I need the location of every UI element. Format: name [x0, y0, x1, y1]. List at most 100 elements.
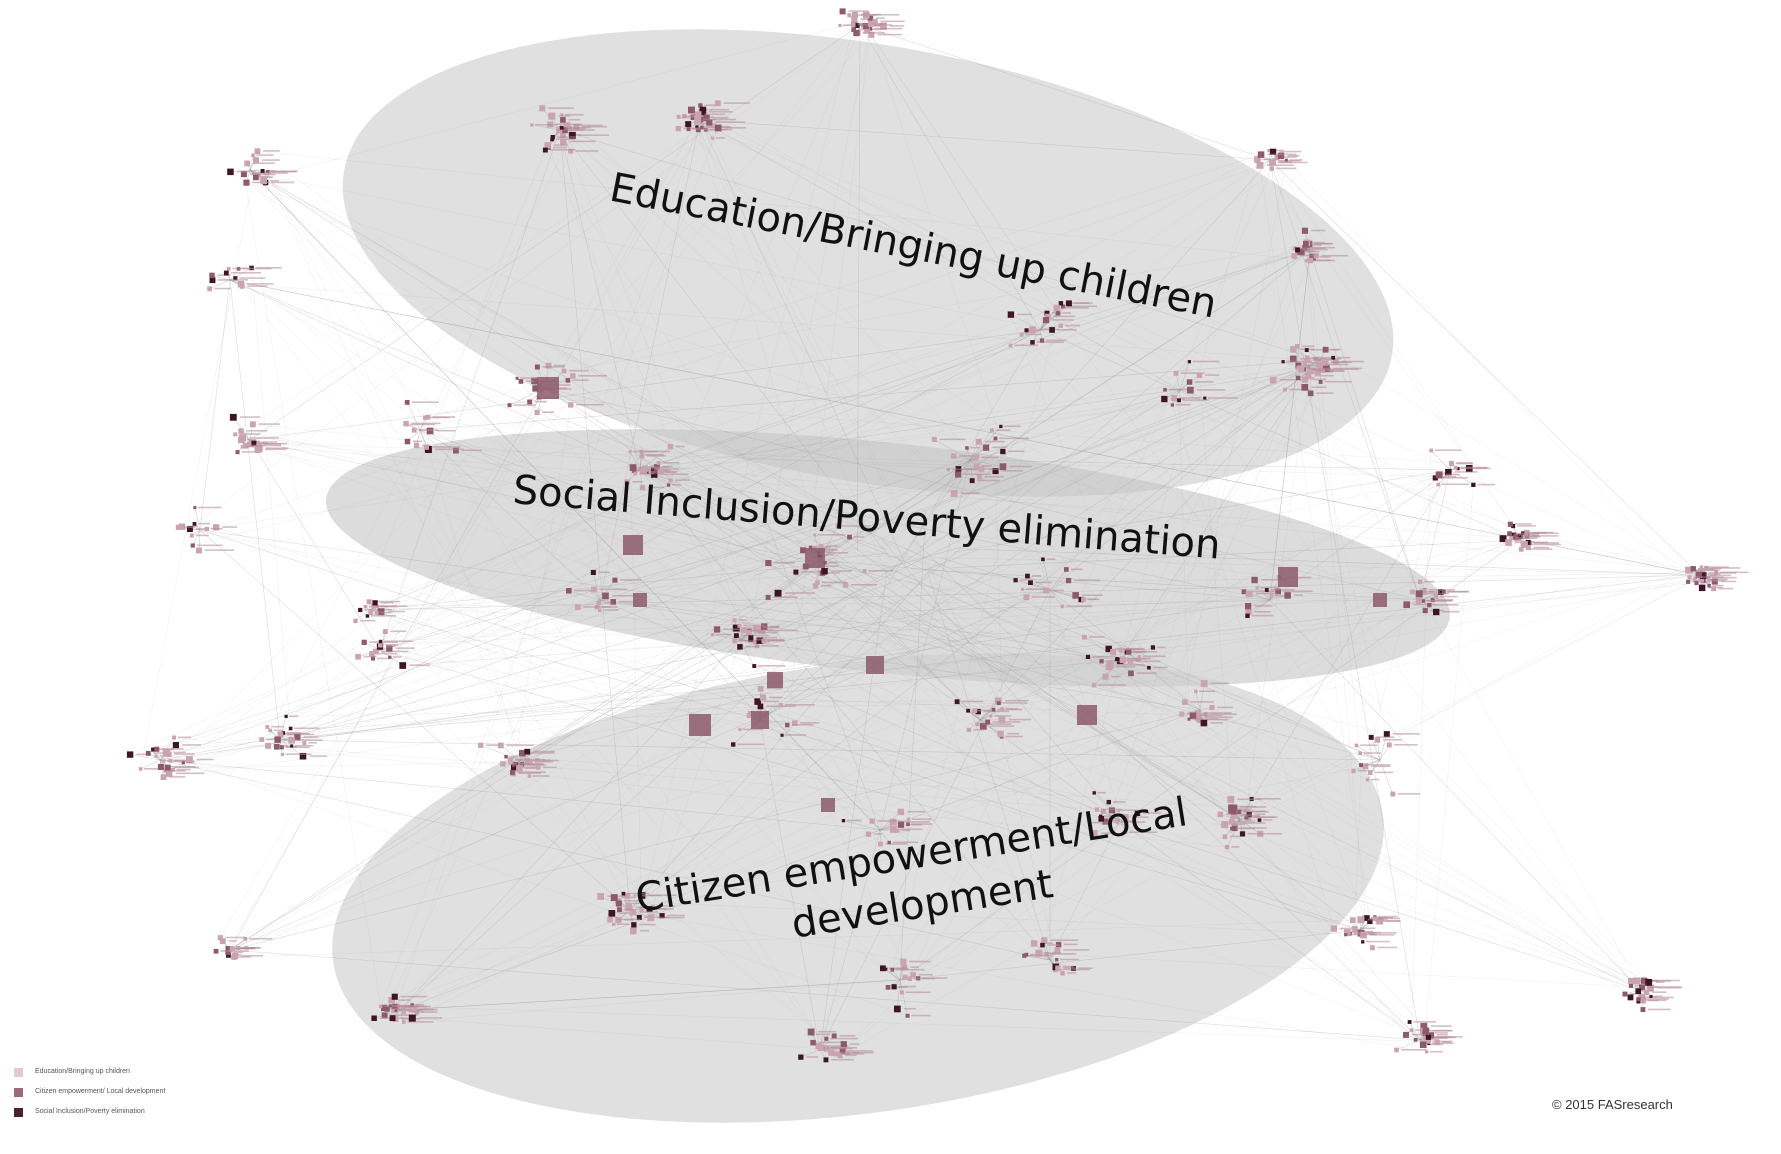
node-label-mark	[1430, 1025, 1452, 1027]
network-edge	[893, 575, 1703, 988]
network-edge	[1093, 659, 1121, 686]
network-node	[1028, 580, 1033, 585]
network-node	[388, 655, 392, 659]
node-label-mark	[1333, 367, 1363, 370]
network-node	[568, 402, 574, 408]
node-label-mark	[1307, 367, 1332, 370]
node-label-mark	[509, 755, 519, 758]
network-edge	[1377, 739, 1381, 761]
network-node	[259, 737, 264, 742]
network-edge	[633, 349, 1307, 932]
network-edge	[593, 572, 601, 601]
node-label-mark	[644, 454, 664, 456]
network-edge	[639, 568, 1694, 918]
node-label-mark	[1237, 820, 1255, 823]
network-edge	[914, 540, 1421, 1041]
network-edge	[897, 830, 1427, 1039]
network-edge	[279, 728, 291, 741]
node-label-mark	[1340, 927, 1354, 930]
network-edge	[909, 157, 1278, 979]
network-node	[1383, 731, 1390, 738]
node-label-mark	[1089, 636, 1105, 638]
network-edge	[402, 640, 735, 666]
network-node	[1361, 940, 1365, 944]
network-edge	[235, 278, 1427, 1032]
network-node	[1297, 365, 1305, 373]
network-node	[250, 421, 256, 428]
node-label-mark	[1700, 582, 1710, 584]
node-label-mark	[632, 481, 643, 483]
network-node	[1134, 810, 1141, 816]
network-node	[891, 984, 897, 990]
network-edge	[372, 470, 655, 659]
network-node	[386, 645, 393, 652]
node-label-mark	[173, 751, 186, 754]
network-node	[1351, 768, 1356, 774]
node-label-mark	[874, 27, 903, 30]
node-label-mark	[656, 905, 675, 907]
network-node	[1419, 1041, 1427, 1048]
network-edge	[243, 174, 381, 1007]
node-label-mark	[1652, 991, 1667, 993]
node-label-mark	[1294, 594, 1303, 596]
network-node	[408, 1014, 416, 1022]
network-node	[524, 758, 531, 764]
network-node	[695, 111, 702, 118]
network-edge	[527, 570, 825, 762]
node-label-mark	[266, 447, 289, 449]
network-edge	[599, 599, 883, 645]
node-label-mark	[1267, 153, 1297, 156]
network-node	[238, 436, 245, 444]
node-label-mark	[1440, 477, 1468, 479]
network-edge	[368, 601, 663, 916]
node-label-mark	[739, 639, 757, 642]
node-label-mark	[1636, 996, 1657, 998]
network-node	[746, 629, 752, 636]
node-label-mark	[1251, 614, 1273, 617]
node-label-mark	[369, 641, 398, 643]
node-label-mark	[379, 1017, 390, 1019]
node-label-mark	[1210, 722, 1223, 724]
network-edge	[843, 820, 881, 831]
network-node	[209, 277, 216, 284]
node-label-mark	[249, 173, 271, 175]
node-label-mark	[412, 401, 439, 403]
network-edge	[406, 423, 1149, 668]
network-edge	[599, 119, 701, 601]
network-edge	[235, 712, 751, 957]
network-edge	[249, 169, 878, 534]
network-node	[812, 583, 819, 589]
node-label-mark	[743, 624, 765, 627]
node-label-mark	[911, 818, 932, 820]
node-label-mark	[1380, 917, 1400, 920]
network-node	[1357, 916, 1365, 924]
network-node	[1013, 578, 1018, 583]
network-node	[899, 990, 904, 995]
node-label-mark	[862, 32, 885, 34]
network-edge	[887, 634, 1381, 761]
network-node	[1217, 811, 1224, 818]
node-label-mark	[1199, 690, 1215, 692]
network-node	[659, 913, 665, 919]
network-node	[1128, 670, 1134, 677]
network-edge	[399, 979, 901, 1011]
network-edge	[1211, 707, 1632, 987]
network-node	[880, 22, 887, 30]
network-edge	[1038, 953, 1643, 988]
network-node	[251, 440, 257, 446]
node-label-mark	[176, 768, 191, 771]
node-label-mark	[1196, 389, 1226, 391]
node-label-mark	[995, 429, 1011, 431]
network-node	[910, 972, 916, 978]
network-node	[639, 453, 645, 459]
network-node	[610, 894, 618, 901]
network-edge	[880, 533, 1510, 845]
node-label-mark	[661, 469, 670, 471]
network-node	[1304, 348, 1309, 352]
network-edge	[1111, 251, 1299, 811]
node-label-mark	[377, 657, 393, 660]
network-node	[404, 400, 410, 405]
node-label-mark	[1515, 537, 1530, 539]
node-label-mark	[828, 561, 838, 564]
network-node	[999, 463, 1007, 470]
